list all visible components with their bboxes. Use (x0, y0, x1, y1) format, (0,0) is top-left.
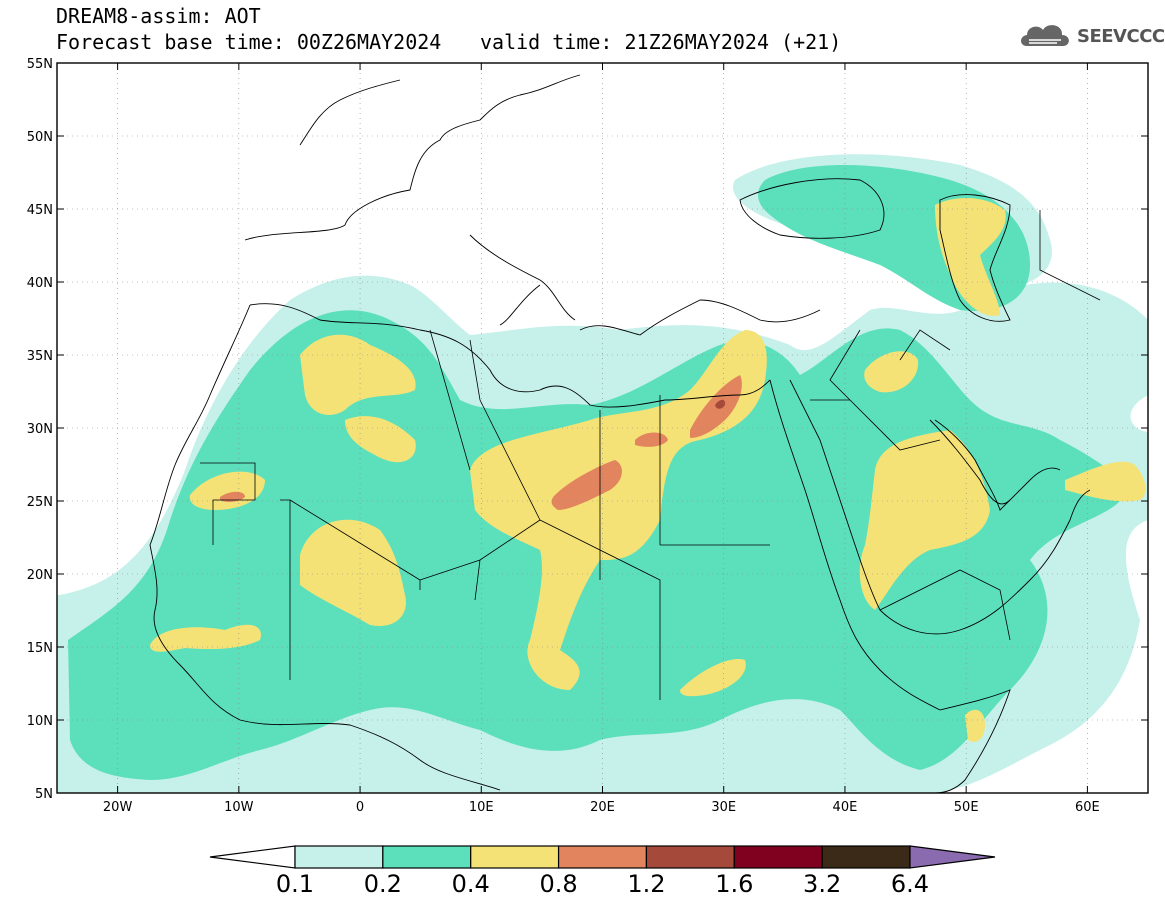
lat-tick-label: 30N (27, 422, 53, 437)
coastline-black-sea (739, 178, 885, 239)
aot-region-high-iraq (864, 351, 919, 393)
aot-region-high-morocco (300, 334, 416, 415)
lon-tick-label: 30E (711, 800, 736, 815)
aot-region-extreme (715, 399, 726, 409)
colorbar-swatch (821, 845, 911, 869)
colorbar-level-label: 0.8 (539, 870, 577, 898)
coastline-africa-west (149, 304, 501, 791)
lat-tick-label: 45N (27, 203, 53, 218)
colorbar-level-label: 0.2 (364, 870, 402, 898)
lon-tick-label: 50E (954, 800, 979, 815)
colorbar-swatch (645, 845, 735, 869)
map-axes: 55N 50N 45N 40N 35N 30N 25N 20N 15N 10N 5N 20W 10W 0 1… (27, 57, 1148, 815)
coastline-africa-north (249, 303, 771, 408)
chart-title: DREAM8-assim: AOT (56, 4, 261, 28)
lon-tick-label: 10E (469, 800, 494, 815)
colorbar-level-label: 0.1 (276, 870, 314, 898)
lon-tick-label: 60E (1075, 800, 1100, 815)
colorbar-swatch (470, 845, 560, 869)
logo-text: SEEVCCC (1077, 25, 1165, 47)
lon-tick-label: 0 (356, 800, 364, 815)
aot-region-high-somalia (965, 709, 985, 742)
aot-region-high-arabia (859, 430, 990, 610)
aot-region-high-sahara (470, 330, 767, 690)
lat-tick-label: 50N (27, 130, 53, 145)
forecast-base-time: Forecast base time: 00Z26MAY2024 (56, 30, 442, 54)
colorbar-swatch (294, 845, 384, 869)
lon-tick-label: 10W (224, 800, 254, 815)
lat-tick-label: 15N (27, 641, 53, 656)
colorbar-swatch (382, 845, 472, 869)
lat-tick-label: 20N (27, 568, 53, 583)
aot-region-high-sudan (680, 659, 746, 697)
colorbar-level-label: 1.2 (627, 870, 665, 898)
seevccc-logo: SEEVCCC (1017, 20, 1165, 52)
border-lines (200, 210, 1101, 700)
colorbar-level-label: 6.4 (891, 870, 929, 898)
coastlines (149, 74, 1091, 793)
aot-region-peak-mauritania (220, 491, 245, 502)
colorbar-over-arrow (909, 845, 996, 869)
aot-region-high-algeria (345, 416, 416, 463)
lat-tick-label: 55N (27, 57, 53, 72)
colorbar-level-label: 0.4 (452, 870, 490, 898)
valid-time: valid time: 21Z26MAY2024 (+21) (480, 30, 842, 54)
colorbar-level-label: 3.2 (803, 870, 841, 898)
map-grid (57, 63, 1148, 793)
aot-region-high-oman (1065, 461, 1146, 502)
aot-region-peak-libya (551, 460, 622, 510)
colorbar-level-label: 1.6 (715, 870, 753, 898)
coastline-red-sea (769, 379, 941, 711)
aot-region-high-west (300, 519, 406, 626)
coastline-caspian (939, 194, 1011, 322)
aot-region-high-senegal (150, 624, 261, 652)
coastline-horn (934, 689, 1011, 793)
lat-tick-label: 10N (27, 714, 53, 729)
coastline-europe (244, 74, 821, 336)
lat-tick-label: 40N (27, 276, 53, 291)
colorbar-swatch (733, 845, 823, 869)
coastline-arabia (879, 419, 1091, 635)
cloud-icon (1021, 25, 1069, 46)
lat-tick-label: 5N (35, 787, 53, 802)
aot-region-high-caspian (935, 198, 1006, 316)
lat-tick-label: 25N (27, 495, 53, 510)
aot-field-layers (57, 154, 1148, 793)
lon-tick-label: 40E (833, 800, 858, 815)
country-borders (200, 210, 1101, 700)
coastline-persian-gulf (934, 419, 1061, 511)
lat-tick-label: 35N (27, 349, 53, 364)
colorbar: 0.1 0.2 0.4 0.8 1.2 1.6 3.2 6.4 (209, 845, 996, 898)
colorbar-swatch (557, 845, 648, 869)
lon-tick-label: 20E (590, 800, 615, 815)
colorbar-under-arrow (209, 845, 296, 869)
lon-tick-label: 20W (103, 800, 133, 815)
